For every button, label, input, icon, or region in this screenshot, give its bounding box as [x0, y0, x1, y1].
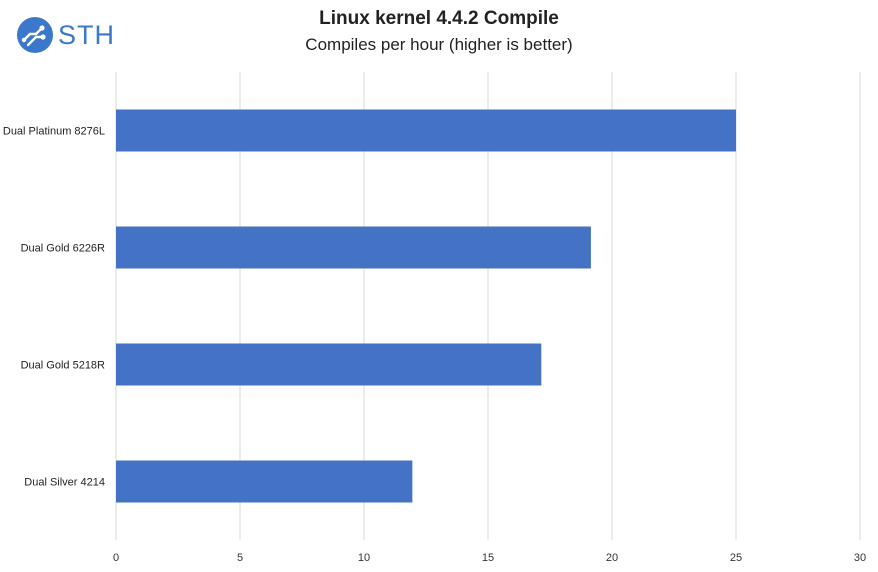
x-tick-labels: 0 5 10 15 20 25 30: [113, 552, 866, 564]
category-label: Dual Silver 4214: [24, 477, 105, 489]
x-tick-label: 25: [730, 552, 742, 564]
sth-wordmark: STH: [58, 20, 115, 50]
x-tick-label: 30: [854, 552, 866, 564]
x-tick-label: 15: [482, 552, 494, 564]
bar: [116, 109, 736, 152]
sth-circuit-logo-icon: [17, 17, 53, 53]
category-label: Dual Platinum 8276L: [3, 126, 105, 138]
bar: [116, 460, 413, 503]
category-labels: Dual Platinum 8276L Dual Gold 6226R Dual G…: [3, 126, 105, 489]
chart-subtitle: Compiles per hour (higher is better): [305, 35, 573, 54]
x-tick-label: 0: [113, 552, 119, 564]
category-label: Dual Gold 5218R: [21, 360, 105, 372]
x-tick-label: 20: [606, 552, 618, 564]
bar-series: [116, 109, 736, 503]
x-tick-label: 10: [358, 552, 370, 564]
bar: [116, 226, 591, 269]
sth-logo: STH: [16, 13, 114, 57]
category-label: Dual Gold 6226R: [21, 243, 105, 255]
chart-title: Linux kernel 4.4.2 Compile: [319, 8, 559, 29]
bar: [116, 343, 542, 386]
x-tick-label: 5: [237, 552, 243, 564]
